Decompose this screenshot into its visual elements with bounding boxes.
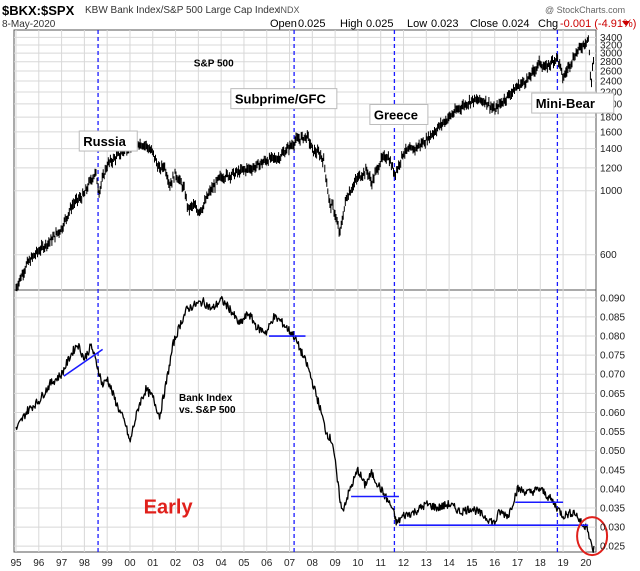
- ratio-title-line-2: vs. S&P 500: [179, 405, 236, 416]
- ratio-title-line-1: Bank Index: [179, 393, 233, 404]
- year-tick-label: 03: [193, 558, 205, 569]
- close-label: Close: [470, 18, 498, 30]
- year-tick-label: 18: [535, 558, 547, 569]
- ratio-tick-label: 0.050: [600, 446, 625, 457]
- year-tick-label: 99: [102, 558, 114, 569]
- year-tick-label: 04: [216, 558, 228, 569]
- year-tick-label: 05: [238, 558, 250, 569]
- year-tick-label: 09: [330, 558, 342, 569]
- event-label: Russia: [83, 134, 126, 149]
- event-label: Subprime/GFC: [235, 92, 327, 107]
- ratio-tick-label: 0.090: [600, 293, 625, 304]
- ratio-tick-label: 0.040: [600, 484, 625, 495]
- chart-index-name: KBW Bank Index/S&P 500 Large Cap Index: [85, 5, 279, 16]
- low-label: Low: [407, 18, 427, 30]
- trend-line: [63, 348, 104, 377]
- year-tick-label: 98: [79, 558, 91, 569]
- event-label: Mini-Bear: [536, 96, 595, 111]
- sp500-tick-label: 2800: [600, 57, 623, 68]
- sp500-tick-label: 2400: [600, 77, 623, 88]
- year-tick-label: 14: [444, 558, 456, 569]
- ratio-tick-label: 0.080: [600, 332, 625, 343]
- sp500-tick-label: 1200: [600, 163, 623, 174]
- ratio-tick-label: 0.070: [600, 370, 625, 381]
- chart-symbol: $BKX:$SPX: [2, 3, 75, 18]
- chart-exchange: INDX: [278, 5, 300, 15]
- ratio-tick-label: 0.075: [600, 351, 625, 362]
- year-tick-label: 02: [170, 558, 182, 569]
- low-value: 0.023: [431, 18, 459, 30]
- event-lines: [97, 30, 559, 552]
- ratio-panel: [13, 289, 597, 553]
- ratio-tick-label: 0.055: [600, 427, 625, 438]
- year-tick-label: 97: [56, 558, 68, 569]
- sp500-bars: [15, 35, 594, 292]
- sp500-panel: [13, 29, 597, 291]
- year-tick-label: 01: [147, 558, 159, 569]
- ratio-tick-label: 0.045: [600, 465, 625, 476]
- sp500-tick-label: 2600: [600, 67, 623, 78]
- ohlc-readout: Open 0.025 High 0.025 Low 0.023 Close 0.…: [270, 18, 636, 30]
- year-tick-label: 19: [558, 558, 570, 569]
- event-annotations: S&P 500 Russia Subprime/GFC Greece Mini-Bear…: [78, 58, 615, 519]
- sp500-tick-label: 1600: [600, 127, 623, 138]
- year-tick-label: 20: [580, 558, 592, 569]
- chg-label: Chg: [538, 18, 558, 30]
- high-value: 0.025: [366, 18, 394, 30]
- event-label-box: [531, 92, 615, 114]
- year-tick-label: 07: [284, 558, 296, 569]
- year-tick-label: 95: [10, 558, 22, 569]
- ratio-line: [15, 295, 595, 553]
- latest-reading-circle: [576, 516, 609, 557]
- chg-value: -0.001 (-4.91%): [560, 18, 636, 30]
- support-lines: [63, 335, 609, 557]
- sp500-tick-label: 3200: [600, 41, 623, 52]
- event-label-box: [369, 103, 429, 125]
- early-label: Early: [144, 497, 194, 519]
- ratio-tick-label: 0.030: [600, 523, 625, 534]
- down-arrow-icon: [622, 21, 630, 26]
- chart-date: 8-May-2020: [2, 19, 56, 30]
- sp500-series: [15, 35, 595, 292]
- sp500-tick-label: 600: [600, 250, 617, 261]
- open-value: 0.025: [298, 18, 326, 30]
- year-tick-label: 10: [352, 558, 364, 569]
- year-tick-label: 00: [124, 558, 136, 569]
- ratio-tick-label: 0.065: [600, 389, 625, 400]
- close-value: 0.024: [502, 18, 530, 30]
- open-label: Open: [270, 18, 297, 30]
- year-tick-label: 16: [489, 558, 501, 569]
- year-tick-label: 12: [398, 558, 410, 569]
- sp500-tick-label: 1800: [600, 113, 623, 124]
- sp500-title: S&P 500: [194, 58, 234, 69]
- event-label-box: [78, 130, 138, 152]
- year-tick-label: 13: [421, 558, 433, 569]
- sp500-tick-label: 1400: [600, 144, 623, 155]
- year-tick-label: 96: [33, 558, 45, 569]
- year-tick-label: 17: [512, 558, 524, 569]
- sp500-tick-label: 3400: [600, 33, 623, 44]
- year-tick-label: 11: [376, 558, 387, 569]
- ratio-tick-label: 0.035: [600, 503, 625, 514]
- year-tick-label: 08: [307, 558, 319, 569]
- ratio-tick-label: 0.025: [600, 542, 625, 553]
- ratio-series: [15, 295, 595, 553]
- ratio-tick-label: 0.085: [600, 312, 625, 323]
- watermark: @ StockCharts.com: [545, 5, 625, 15]
- high-label: High: [340, 18, 363, 30]
- event-label-box: [230, 88, 338, 110]
- year-tick-label: 06: [261, 558, 273, 569]
- sp500-tick-label: 3000: [600, 49, 623, 60]
- ratio-tick-label: 0.060: [600, 408, 625, 419]
- year-tick-label: 15: [466, 558, 478, 569]
- sp500-tick-label: 1000: [600, 186, 623, 197]
- event-label: Greece: [374, 107, 418, 122]
